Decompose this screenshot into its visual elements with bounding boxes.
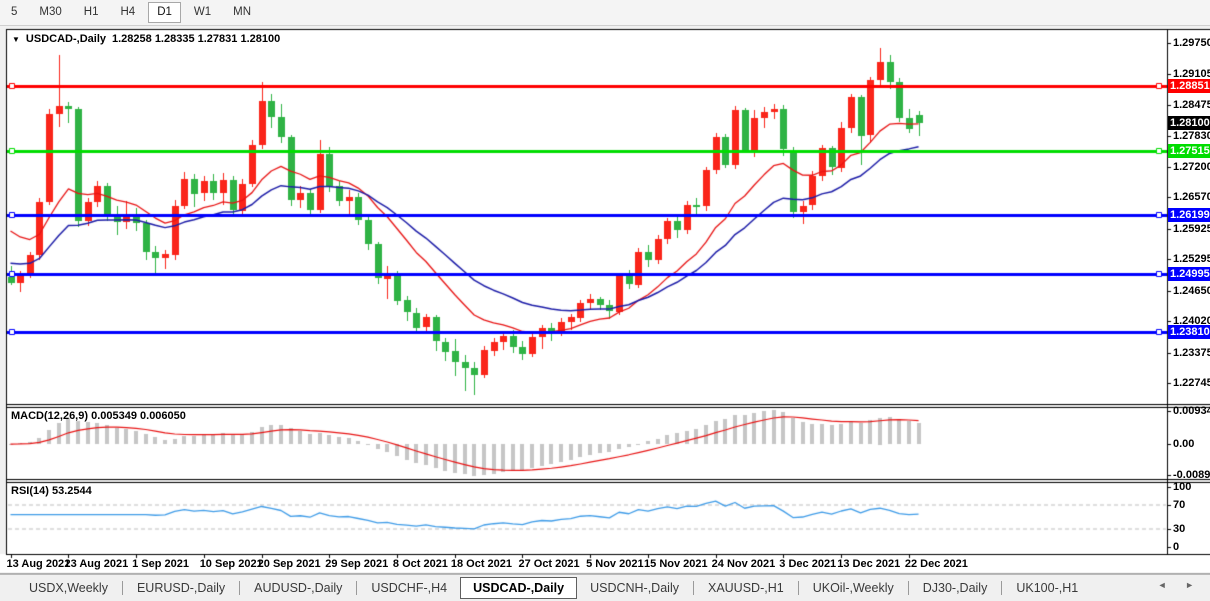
tab-separator: [907, 581, 909, 595]
tab-eurusd-daily[interactable]: EURUSD-,Daily: [136, 581, 226, 595]
macd-indicator-label: MACD(12,26,9) 0.005349 0.006050: [11, 410, 186, 422]
timeframe-button-mn[interactable]: MN: [233, 6, 252, 18]
symbol-tab-bar: USDX,Weekly EURUSD-,Daily AUDUSD-,Daily USD…: [0, 574, 1210, 601]
timeframe-button-w1[interactable]: W1: [193, 6, 212, 18]
tab-usdcad-daily[interactable]: USDCAD-,Daily: [460, 577, 578, 599]
price-axis-label: 1.26570: [1173, 191, 1210, 204]
tab-scroll-arrows[interactable]: ◄ ►: [1157, 580, 1202, 590]
price-level-badge[interactable]: 1.24995: [1168, 266, 1210, 281]
date-axis-label: 13 Dec 2021: [837, 558, 901, 570]
tab-xauusd-h1[interactable]: XAUUSD-,H1: [707, 581, 784, 595]
price-level-badge[interactable]: 1.28851: [1168, 79, 1210, 94]
tab-dj30-daily[interactable]: DJ30-,Daily: [922, 581, 988, 595]
date-axis-label: 8 Oct 2021: [392, 558, 448, 570]
date-axis-label: 29 Sep 2021: [325, 558, 389, 570]
timeframe-button-5[interactable]: 5: [11, 6, 18, 18]
price-axis-label: 1.25295: [1173, 253, 1210, 266]
tab-usdcnh-daily[interactable]: USDCNH-,Daily: [590, 581, 679, 595]
price-level-badge[interactable]: 1.26199: [1168, 208, 1210, 223]
price-axis-label: 1.29105: [1173, 68, 1210, 80]
date-axis-label: 13 Aug 2021: [6, 558, 71, 570]
price-axis-label: 1.23375: [1173, 346, 1210, 359]
date-axis-label: 23 Aug 2021: [64, 558, 129, 570]
timeframe-button-d1[interactable]: D1: [148, 2, 181, 23]
tab-audusd-daily[interactable]: AUDUSD-,Daily: [254, 581, 343, 595]
date-axis-label: 22 Dec 2021: [904, 558, 968, 570]
price-axis-label: 1.27830: [1173, 130, 1210, 143]
tab-uk100-h1[interactable]: UK100-,H1: [1016, 581, 1079, 595]
date-axis-label: 20 Sep 2021: [257, 558, 321, 570]
macd-axis-label: 0.00: [1173, 438, 1195, 451]
date-axis-label: 27 Oct 2021: [518, 558, 580, 570]
tab-separator: [356, 581, 358, 595]
chart-symbol-label: USDCAD-,Daily: [25, 33, 106, 45]
tab-separator: [121, 581, 123, 595]
tab-separator: [1001, 581, 1003, 595]
date-axis-label: 10 Sep 2021: [199, 558, 263, 570]
price-axis-label: 1.25925: [1173, 222, 1210, 235]
timeframe-toolbar: 5 M30 H1 H4 D1 W1 MN: [0, 0, 1210, 26]
price-axis-label: 1.24020: [1173, 315, 1210, 328]
rsi-axis-label: 100: [1173, 481, 1192, 493]
tab-usdx-weekly[interactable]: USDX,Weekly: [29, 581, 108, 595]
date-axis-label: 3 Dec 2021: [779, 558, 837, 570]
rsi-axis-label: 0: [1173, 541, 1180, 553]
price-axis-label: 1.29750: [1173, 36, 1210, 49]
chart-title: ▼ USDCAD-,Daily 1.28258 1.28335 1.27831 …: [12, 33, 280, 45]
date-axis-label: 18 Oct 2021: [450, 558, 513, 570]
price-level-badge[interactable]: 1.23810: [1168, 324, 1210, 339]
timeframe-button-h4[interactable]: H4: [120, 6, 136, 18]
current-price-badge: 1.28100: [1168, 115, 1210, 130]
price-axis-label: 1.28475: [1173, 98, 1210, 111]
timeframe-button-m30[interactable]: M30: [39, 6, 62, 18]
tab-separator: [239, 581, 241, 595]
tab-separator: [797, 581, 799, 595]
tab-usdchf-h4[interactable]: USDCHF-,H4: [371, 581, 448, 595]
tab-separator: [692, 581, 694, 595]
date-axis-label: 24 Nov 2021: [711, 558, 776, 570]
macd-axis-label: -0.008902: [1173, 469, 1210, 482]
tab-ukoil-weekly[interactable]: UKOil-,Weekly: [812, 581, 894, 595]
rsi-axis-label: 30: [1173, 523, 1186, 535]
rsi-indicator-label: RSI(14) 53.2544: [11, 485, 92, 497]
chart-dropdown-icon[interactable]: ▼: [12, 34, 20, 44]
date-axis-label: 1 Sep 2021: [132, 558, 189, 570]
rsi-axis-label: 70: [1173, 499, 1186, 511]
price-axis-label: 1.24650: [1173, 284, 1210, 297]
price-axis-label: 1.27200: [1173, 160, 1210, 173]
chart-ohlc-values: 1.28258 1.28335 1.27831 1.28100: [112, 33, 281, 45]
price-level-badge[interactable]: 1.27515: [1168, 144, 1210, 159]
macd-axis-label: 0.009345: [1173, 405, 1210, 418]
price-axis-label: 1.22745: [1173, 377, 1210, 390]
date-axis-label: 15 Nov 2021: [644, 558, 708, 570]
timeframe-button-h1[interactable]: H1: [83, 6, 99, 18]
date-axis-label: 5 Nov 2021: [586, 558, 644, 570]
